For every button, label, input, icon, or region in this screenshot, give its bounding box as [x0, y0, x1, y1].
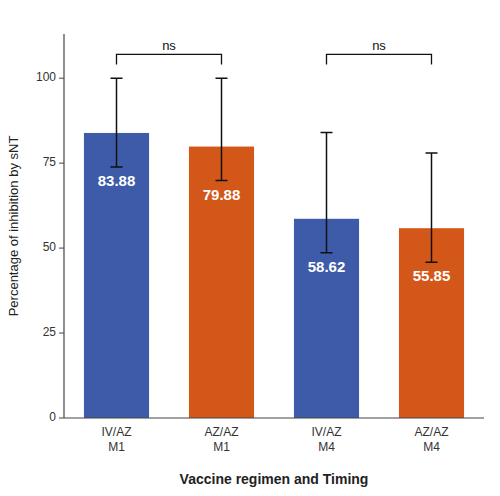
- y-tick: [59, 248, 64, 249]
- chart-container: 025507510083.8879.8858.6255.85IV/AZM1AZ/…: [0, 0, 500, 496]
- data-label: 55.85: [413, 267, 451, 284]
- x-tick-label-line: AZ/AZ: [414, 425, 448, 439]
- marks: [84, 78, 464, 418]
- y-tick-label: 75: [43, 155, 57, 169]
- bar: [84, 133, 149, 418]
- y-tick: [59, 78, 64, 79]
- error-bar: [321, 133, 333, 253]
- y-tick-label: 100: [36, 70, 56, 84]
- data-label: 83.88: [98, 172, 136, 189]
- x-tick-label-line: M1: [213, 440, 230, 454]
- error-bar: [426, 153, 438, 262]
- x-tick-label: AZ/AZM4: [414, 425, 448, 454]
- annotation-label: ns: [162, 38, 176, 53]
- y-tick-label: 50: [43, 240, 57, 254]
- x-tick-label: IV/AZM4: [311, 425, 341, 454]
- x-tick-label-line: IV/AZ: [101, 425, 131, 439]
- x-axis-title: Vaccine regimen and Timing: [180, 471, 369, 487]
- y-tick-label: 0: [49, 410, 56, 424]
- y-axis-line: [63, 34, 64, 418]
- annotation-label: ns: [372, 38, 386, 53]
- x-tick-label: IV/AZM1: [101, 425, 131, 454]
- x-tick-label-line: AZ/AZ: [204, 425, 238, 439]
- error-bar: [111, 78, 123, 167]
- error-bar: [216, 78, 228, 180]
- x-tick-label-line: M4: [423, 440, 440, 454]
- bar: [189, 147, 254, 418]
- data-label: 58.62: [308, 258, 346, 275]
- y-axis-title: Percentage of inhibition by sNT: [6, 136, 21, 317]
- x-tick-label-line: M4: [318, 440, 335, 454]
- y-tick: [59, 418, 64, 419]
- x-tick-label: AZ/AZM1: [204, 425, 238, 454]
- significance-bracket: [327, 54, 432, 64]
- y-tick: [59, 333, 64, 334]
- y-tick-label: 25: [43, 325, 57, 339]
- x-axis-line: [64, 417, 484, 418]
- x-tick-label-line: IV/AZ: [311, 425, 341, 439]
- chart-svg: 025507510083.8879.8858.6255.85IV/AZM1AZ/…: [0, 0, 500, 496]
- x-tick-label-line: M1: [108, 440, 125, 454]
- significance-bracket: [117, 54, 222, 64]
- y-tick: [59, 163, 64, 164]
- data-label: 79.88: [203, 186, 241, 203]
